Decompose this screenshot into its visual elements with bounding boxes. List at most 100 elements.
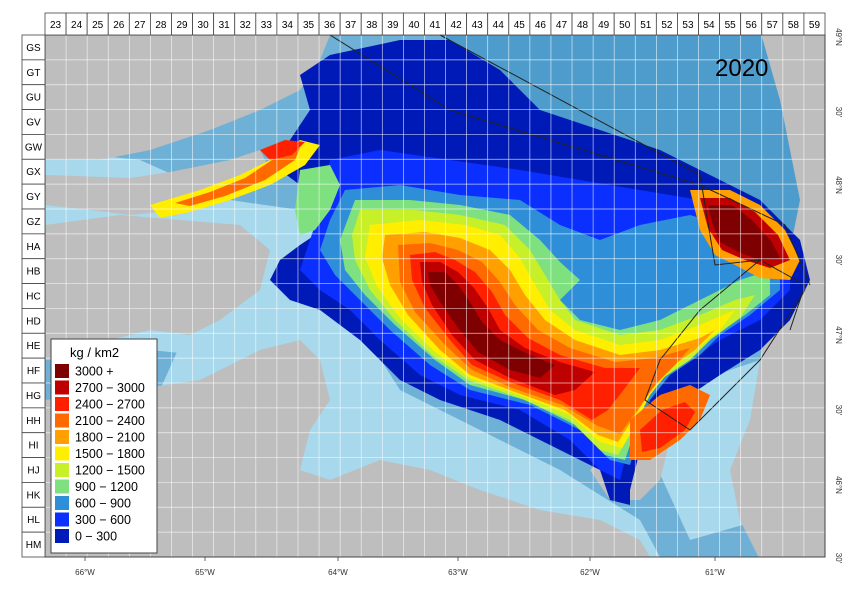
column-label: 48 [577,20,589,31]
row-label: HJ [27,466,39,477]
legend-label: 0 − 300 [75,530,117,544]
column-label: 52 [661,20,673,31]
row-label: HH [26,416,40,427]
legend-title: kg / km2 [70,345,119,360]
latitude-label: 47°N [834,326,843,344]
legend-swatch [55,479,69,494]
density-se-hotspot-core [640,402,695,452]
column-label: 42 [451,20,463,31]
row-label: HG [26,391,41,402]
row-header: GS GT GU GV GW GX GY GZ HA HB HC HD HE HF HG HH HI HJ HK HL… [21,34,46,558]
legend-label: 3000 + [75,365,114,379]
column-label: 50 [619,20,631,31]
legend-swatch [55,430,69,444]
density-surface [150,40,810,505]
legend-label: 2100 − 2400 [75,414,145,428]
column-label: 34 [282,20,294,31]
longitude-label: 64°W [328,568,348,577]
legend: kg / km2 3000 + 2700 − 3000 2400 − 2700 210… [50,338,158,554]
column-label: 23 [50,20,62,31]
legend-swatch [55,496,69,510]
column-label: 37 [345,20,357,31]
year-label: 2020 [715,55,768,82]
latitude-label: 30' [834,405,843,416]
row-label: HB [27,267,41,278]
column-label: 32 [240,20,252,31]
legend-label: 1800 − 2100 [75,431,145,445]
row-label: HC [26,292,40,303]
land-nova-scotia [45,340,650,557]
row-label: GX [26,167,41,178]
row-cell [21,531,46,558]
column-label: 49 [598,20,610,31]
row-label: HF [27,366,40,377]
column-label: 59 [809,20,821,31]
legend-swatch [55,380,69,395]
row-label: HE [27,341,41,352]
column-label: 53 [682,20,694,31]
column-label: 30 [198,20,210,31]
column-label: 55 [725,20,737,31]
column-label: 38 [366,20,378,31]
land-pei [195,390,300,445]
legend-label: 300 − 600 [75,513,131,527]
legend-label: 900 − 1200 [75,480,138,494]
density-estuary-red [260,140,305,160]
latitude-label: 30' [834,255,843,266]
column-label: 46 [535,20,547,31]
density-nw-arm [295,165,340,235]
column-label: 54 [703,20,715,31]
legend-swatch [55,446,69,461]
column-label: 28 [155,20,167,31]
column-label: 44 [493,20,505,31]
column-header: 23 24 25 26 27 28 29 30 31 32 33 34 35 36 37 38 39 40 41 42… [44,12,826,36]
column-label: 33 [261,20,273,31]
column-label: 27 [134,20,146,31]
longitude-labels: 66°W 65°W 64°W 63°W 62°W 61°W [75,557,725,577]
legend-swatch [55,529,69,543]
row-label: GU [26,93,41,104]
row-label: HA [27,242,41,253]
column-label: 39 [387,20,399,31]
column-label: 58 [788,20,800,31]
density-3000-plus [428,272,555,378]
column-label: 36 [324,20,336,31]
column-label: 24 [71,20,83,31]
legend-label: 1500 − 1800 [75,447,145,461]
latitude-label: 30' [834,553,843,564]
column-label: 45 [514,20,526,31]
legend-label: 600 − 900 [75,497,131,511]
column-label: 35 [303,20,315,31]
legend-label: 2400 − 2700 [75,398,145,412]
latitude-label: 30' [834,107,843,118]
latitude-labels: 49°N 30' 48°N 30' 47°N 30' 46°N 30' [834,28,843,564]
column-label: 31 [219,20,231,31]
latitude-label: 46°N [834,476,843,494]
longitude-label: 66°W [75,568,95,577]
column-label: 56 [746,20,758,31]
column-label: 40 [408,20,420,31]
row-label: HL [27,515,40,526]
longitude-label: 65°W [195,568,215,577]
column-label: 43 [472,20,484,31]
column-label: 47 [556,20,568,31]
land-north-shore [45,35,330,160]
row-label: HI [29,441,39,452]
legend-swatch [55,397,69,411]
row-label: GS [26,43,41,54]
legend-label: 1200 − 1500 [75,464,145,478]
column-label: 57 [767,20,779,31]
column-label: 51 [640,20,652,31]
legend-label: 2700 − 3000 [75,381,145,395]
column-label: 41 [429,20,441,31]
longitude-label: 63°W [448,568,468,577]
column-label: 25 [92,20,104,31]
legend-swatch [55,413,69,428]
latitude-label: 48°N [834,176,843,194]
grid-lines [45,35,825,557]
row-label: GW [25,142,43,153]
legend-swatch [55,512,69,527]
longitude-label: 61°W [705,568,725,577]
